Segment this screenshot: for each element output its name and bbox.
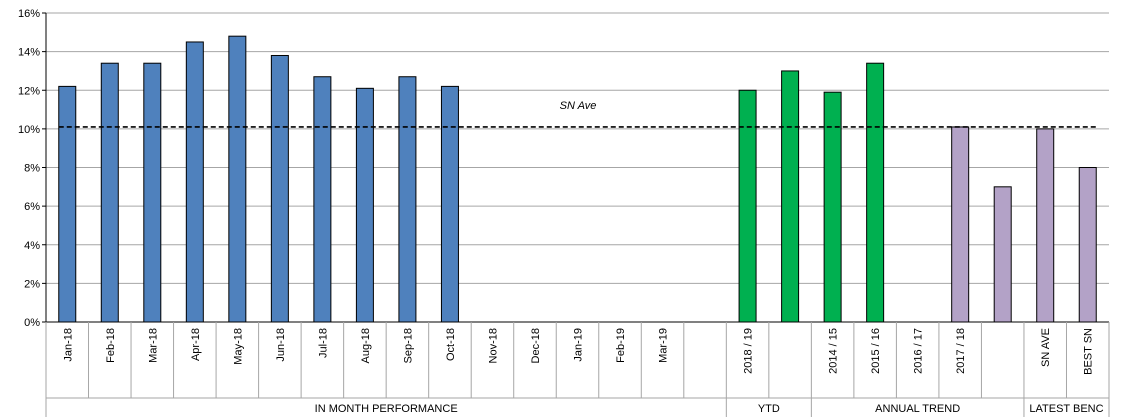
bar — [228, 35, 247, 323]
x-tick-label: Aug-18 — [360, 328, 372, 363]
group-label: LATEST BENC — [1029, 403, 1103, 415]
x-tick-label: Jan-19 — [573, 328, 585, 362]
x-tick-label: 2018 / 19 — [743, 328, 755, 374]
x-tick-label: Feb-19 — [615, 328, 627, 363]
y-tick-label: 8% — [24, 163, 40, 175]
y-axis-ticks: 0% 2% 4% 6% 8% 10% 12% 14% 16% — [18, 8, 40, 329]
y-tick-label: 4% — [24, 240, 40, 252]
x-tick-label: Dec-18 — [530, 328, 542, 363]
y-tick-label: 10% — [18, 124, 40, 136]
y-tick-label: 6% — [24, 201, 40, 213]
category-labels: Jan-18 Feb-18 Mar-18 Apr-18 May-18 Jun-18 Jul-… — [62, 328, 1094, 375]
bar — [270, 54, 289, 323]
x-tick-label: 2017 / 18 — [955, 328, 967, 374]
x-tick-label: Apr-18 — [190, 328, 202, 361]
bars — [58, 35, 1097, 323]
x-tick-label: Jul-18 — [317, 328, 329, 358]
y-tick-label: 2% — [24, 278, 40, 290]
x-tick-label: Feb-18 — [105, 328, 117, 363]
bar — [951, 126, 970, 323]
bar — [355, 87, 374, 323]
x-tick-label: Jun-18 — [275, 328, 287, 362]
bar — [398, 76, 417, 323]
bar — [781, 70, 800, 323]
x-tick-label: Oct-18 — [445, 328, 457, 361]
bar — [993, 186, 1012, 323]
bar — [58, 85, 77, 323]
x-tick-label: Mar-19 — [658, 328, 670, 363]
group-label: IN MONTH PERFORMANCE — [315, 403, 458, 415]
bar — [866, 62, 885, 323]
y-tick-label: 12% — [18, 85, 40, 97]
group-label: ANNUAL TREND — [875, 403, 960, 415]
bar — [100, 62, 119, 323]
y-tick-label: 16% — [18, 8, 40, 20]
y-tick-label: 14% — [18, 47, 40, 59]
x-axis — [45, 321, 1110, 417]
x-tick-label: 2016 / 17 — [913, 328, 925, 374]
y-tick-label: 0% — [24, 317, 40, 329]
x-tick-label: May-18 — [232, 328, 244, 365]
x-tick-label: SN AVE — [1040, 328, 1052, 367]
x-tick-label: Jan-18 — [62, 328, 74, 362]
bar — [1036, 128, 1055, 323]
x-tick-label: 2015 / 16 — [870, 328, 882, 374]
bar — [185, 41, 204, 323]
bar — [440, 85, 459, 323]
sn-ave-label: SN Ave — [560, 100, 597, 112]
bar — [738, 89, 757, 323]
x-tick-label: Nov-18 — [487, 328, 499, 363]
reference-line: SN Ave — [58, 100, 1097, 128]
x-tick-label: BEST SN — [1083, 328, 1095, 375]
bar — [1078, 167, 1097, 323]
group-labels: IN MONTH PERFORMANCE YTD ANNUAL TREND LATES… — [315, 398, 1110, 417]
x-tick-label: Sep-18 — [402, 328, 414, 363]
bar — [313, 76, 332, 323]
bar — [143, 62, 162, 323]
gridlines — [42, 12, 1109, 323]
group-label: YTD — [758, 403, 780, 415]
x-tick-label: Mar-18 — [147, 328, 159, 363]
x-tick-label: 2014 / 15 — [828, 328, 840, 374]
